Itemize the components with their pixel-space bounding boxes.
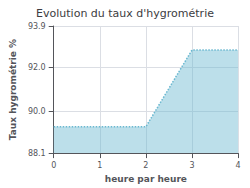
svg-text:4: 4 [235,161,240,170]
svg-text:2: 2 [143,161,148,170]
svg-text:3: 3 [189,161,194,170]
svg-text:0: 0 [51,161,56,170]
svg-text:heure par heure: heure par heure [105,174,187,184]
svg-text:Evolution du taux d'hygrométri: Evolution du taux d'hygrométrie [36,7,214,20]
svg-text:88.1: 88.1 [28,149,46,158]
svg-text:92.0: 92.0 [28,63,46,72]
svg-text:Taux hygrométrie %: Taux hygrométrie % [8,39,18,140]
svg-text:90.0: 90.0 [28,107,46,116]
svg-text:1: 1 [97,161,102,170]
svg-text:93.9: 93.9 [28,22,46,31]
